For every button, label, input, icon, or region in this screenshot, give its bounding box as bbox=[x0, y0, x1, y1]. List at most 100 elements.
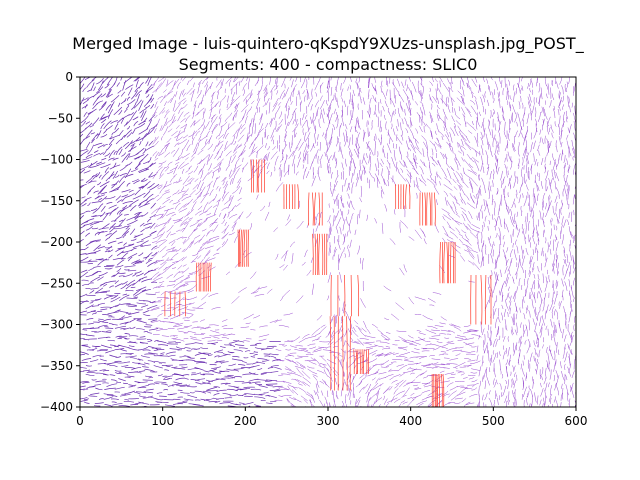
contour-line bbox=[167, 170, 174, 174]
contour-line bbox=[411, 394, 422, 399]
contour-line bbox=[355, 140, 358, 149]
contour-line bbox=[365, 383, 371, 395]
contour-line bbox=[288, 120, 292, 126]
contour-line bbox=[224, 197, 233, 205]
contour-line bbox=[327, 99, 333, 110]
contour-line bbox=[257, 77, 260, 84]
contour-line bbox=[240, 145, 247, 156]
contour-line bbox=[529, 87, 532, 93]
contour-line bbox=[521, 245, 524, 254]
highlight-line bbox=[210, 262, 212, 292]
contour-line bbox=[347, 86, 349, 91]
contour-line bbox=[215, 378, 226, 381]
contour-line bbox=[532, 215, 534, 221]
contour-line bbox=[328, 78, 330, 88]
contour-line bbox=[168, 321, 180, 325]
contour-line bbox=[444, 337, 450, 339]
contour-line bbox=[357, 132, 361, 142]
contour-line bbox=[239, 387, 247, 391]
contour-line bbox=[541, 124, 543, 131]
contour-line bbox=[504, 273, 509, 285]
contour-line bbox=[292, 127, 296, 133]
contour-line bbox=[363, 156, 368, 165]
contour-line bbox=[192, 403, 204, 407]
contour-line bbox=[420, 83, 423, 88]
contour-line bbox=[393, 398, 401, 403]
contour-line bbox=[290, 345, 297, 348]
contour-line bbox=[267, 146, 270, 151]
contour-line bbox=[454, 380, 465, 383]
contour-line bbox=[386, 89, 388, 96]
contour-line bbox=[324, 380, 327, 386]
contour-line bbox=[559, 300, 562, 309]
contour-line bbox=[500, 170, 503, 181]
contour-line bbox=[534, 174, 537, 183]
contour-line bbox=[154, 151, 160, 159]
contour-line bbox=[429, 87, 431, 93]
contour-line bbox=[379, 341, 390, 344]
contour-line bbox=[198, 351, 210, 355]
contour-line bbox=[531, 256, 534, 263]
contour-line bbox=[167, 161, 173, 166]
contour-line bbox=[476, 194, 478, 205]
contour-line bbox=[552, 205, 555, 216]
contour-line bbox=[346, 230, 349, 237]
contour-line bbox=[151, 301, 162, 304]
contour-line bbox=[183, 127, 186, 133]
contour-line bbox=[447, 408, 452, 413]
contour-line bbox=[125, 118, 132, 126]
contour-line bbox=[145, 162, 154, 171]
contour-line bbox=[270, 128, 275, 139]
contour-line bbox=[429, 140, 435, 146]
contour-line bbox=[133, 99, 142, 109]
contour-line bbox=[471, 147, 481, 155]
contour-line bbox=[147, 261, 158, 268]
contour-line bbox=[561, 85, 564, 95]
contour-line bbox=[231, 221, 237, 229]
contour-line bbox=[574, 400, 576, 405]
contour-line bbox=[387, 131, 394, 143]
contour-line bbox=[373, 138, 376, 145]
contour-line bbox=[99, 116, 107, 121]
contour-line bbox=[456, 250, 461, 255]
contour-line bbox=[138, 370, 146, 372]
contour-line bbox=[144, 226, 151, 229]
contour-line bbox=[487, 236, 492, 247]
contour-line bbox=[168, 119, 177, 128]
contour-line bbox=[530, 206, 532, 217]
contour-line bbox=[105, 88, 111, 98]
contour-line bbox=[154, 114, 158, 119]
contour-line bbox=[502, 249, 507, 259]
contour-line bbox=[409, 99, 412, 106]
contour-line bbox=[161, 208, 169, 219]
contour-line bbox=[398, 347, 408, 351]
contour-line bbox=[181, 312, 194, 315]
contour-line bbox=[502, 188, 506, 198]
contour-line bbox=[555, 187, 560, 197]
highlight-line bbox=[291, 184, 294, 210]
contour-line bbox=[215, 79, 222, 88]
contour-line bbox=[108, 204, 117, 209]
contour-line bbox=[84, 196, 92, 201]
highlight-line bbox=[363, 349, 365, 375]
contour-line bbox=[508, 359, 511, 366]
contour-line bbox=[126, 132, 133, 138]
contour-line bbox=[390, 408, 395, 413]
contour-line bbox=[243, 251, 252, 258]
contour-line bbox=[184, 346, 191, 349]
contour-line bbox=[83, 111, 88, 117]
contour-line bbox=[183, 398, 194, 401]
contour-line bbox=[238, 347, 248, 350]
contour-line bbox=[208, 163, 212, 171]
contour-line bbox=[435, 379, 441, 383]
contour-line bbox=[145, 193, 154, 201]
contour-line bbox=[169, 315, 179, 320]
contour-line bbox=[269, 353, 279, 356]
contour-line bbox=[114, 174, 120, 178]
contour-line bbox=[393, 373, 401, 377]
contour-line bbox=[88, 323, 94, 325]
contour-line bbox=[185, 308, 196, 311]
contour-line bbox=[535, 78, 539, 87]
contour-line bbox=[201, 77, 209, 85]
highlight-line bbox=[446, 241, 448, 284]
